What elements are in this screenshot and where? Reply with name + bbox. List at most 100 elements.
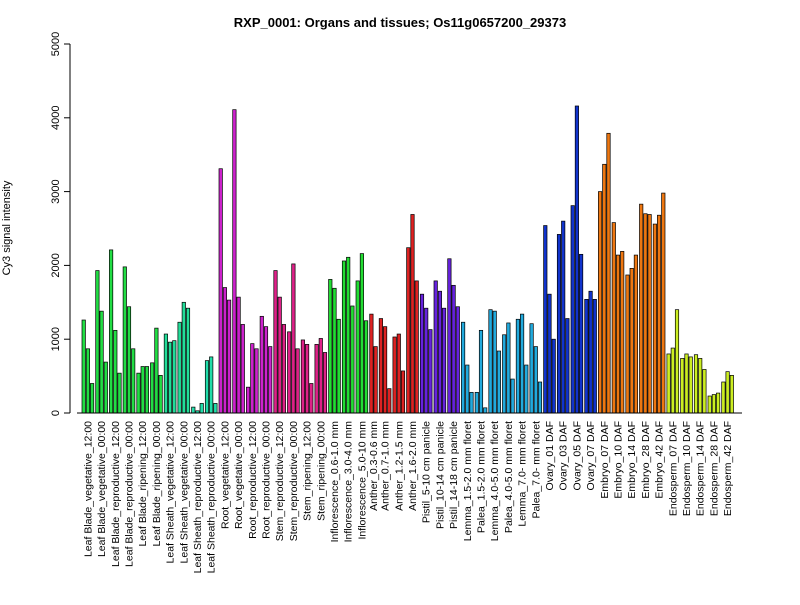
bar-21-0 bbox=[369, 313, 374, 414]
bar-20-1 bbox=[359, 253, 364, 414]
bar-3-1 bbox=[126, 306, 132, 414]
bar-33-2 bbox=[537, 381, 543, 414]
bar-14-0 bbox=[273, 270, 278, 414]
x-tick-label: Lemma_1.5-2.0 mm floret bbox=[462, 421, 474, 541]
bar-8-2 bbox=[199, 403, 204, 414]
bar-9-0 bbox=[204, 360, 210, 414]
bar-0-0 bbox=[81, 319, 86, 414]
bar-23-1 bbox=[396, 333, 401, 414]
bar-16-2 bbox=[309, 383, 314, 414]
x-tick-label: Ovary_07 DAF bbox=[585, 421, 597, 490]
bar-43-2 bbox=[674, 309, 680, 414]
y-tick-label: 4000 bbox=[50, 106, 62, 130]
bar-27-1 bbox=[451, 284, 456, 414]
chart-title: RXP_0001: Organs and tissues; Os11g06572… bbox=[234, 15, 566, 30]
bar-3-2 bbox=[131, 348, 136, 414]
bar-39-1 bbox=[615, 254, 621, 414]
x-tick-label: Embryo_07 DAF bbox=[599, 421, 611, 499]
bar-7-0 bbox=[177, 321, 182, 414]
bar-10-1 bbox=[222, 287, 227, 414]
x-tick-label: Stem_reproductive_00:00 bbox=[288, 421, 300, 541]
y-tick-label: 1000 bbox=[50, 327, 62, 351]
bar-22-1 bbox=[383, 326, 388, 414]
bar-30-1 bbox=[492, 310, 497, 414]
bar-19-0 bbox=[341, 260, 347, 414]
bar-35-0 bbox=[556, 234, 562, 414]
bar-32-1 bbox=[520, 313, 525, 414]
bar-20-2 bbox=[364, 320, 369, 414]
x-tick-label: Pistil_5-10 cm panicle bbox=[421, 421, 433, 523]
bar-36-0 bbox=[570, 205, 575, 414]
bar-24-2 bbox=[414, 280, 419, 414]
bar-40-1 bbox=[629, 268, 634, 414]
bar-22-0 bbox=[378, 318, 383, 414]
bar-47-1 bbox=[725, 371, 730, 414]
bar-18-0 bbox=[328, 279, 333, 414]
x-tick-label: Lemma_4.0-5.0 mm floret bbox=[489, 421, 501, 541]
bar-18-1 bbox=[332, 287, 337, 414]
bar-12-1 bbox=[250, 343, 255, 414]
x-tick-label: Lemma_7.0- mm floret bbox=[517, 421, 529, 527]
x-tick-label: Leaf Sheath_vegetative_12:00 bbox=[165, 421, 177, 564]
bar-6-2 bbox=[172, 340, 177, 414]
bar-21-1 bbox=[373, 346, 378, 414]
x-tick-label: Leaf Blade_vegetative_00:00 bbox=[96, 421, 108, 557]
bar-36-2 bbox=[579, 253, 584, 414]
x-tick-label: Endosperm_28 DAF bbox=[708, 421, 720, 516]
bar-10-0 bbox=[218, 168, 223, 414]
x-tick-label: Embryo_10 DAF bbox=[613, 421, 625, 499]
x-tick-label: Pistil_14-18 cm panicle bbox=[448, 421, 460, 529]
bar-7-2 bbox=[185, 307, 191, 414]
bar-10-2 bbox=[227, 299, 232, 414]
x-tick-label: Endosperm_10 DAF bbox=[681, 421, 693, 516]
bar-25-1 bbox=[424, 307, 429, 414]
bar-5-2 bbox=[158, 375, 163, 414]
y-tick-label: 0 bbox=[50, 410, 62, 416]
bar-25-2 bbox=[428, 329, 433, 414]
x-tick-label: Stem_ripening_12:00 bbox=[302, 421, 314, 521]
bar-2-2 bbox=[117, 372, 122, 414]
bar-39-0 bbox=[611, 222, 616, 414]
bar-44-0 bbox=[680, 358, 685, 414]
bar-28-1 bbox=[465, 364, 470, 414]
bar-31-2 bbox=[510, 378, 515, 414]
bar-37-0 bbox=[584, 299, 589, 414]
x-tick-label: Ovary_05 DAF bbox=[571, 421, 583, 490]
bar-29-0 bbox=[474, 391, 479, 414]
bars bbox=[81, 105, 734, 414]
y-axis-label: Cy3 signal intensity bbox=[1, 180, 13, 275]
bar-5-1 bbox=[154, 327, 159, 414]
bar-12-2 bbox=[254, 348, 259, 414]
x-tick-label: Endosperm_14 DAF bbox=[695, 421, 707, 516]
bar-0-2 bbox=[90, 383, 95, 414]
bar-7-1 bbox=[181, 301, 186, 414]
bar-42-2 bbox=[661, 192, 666, 414]
bar-11-0 bbox=[232, 109, 237, 414]
bar-14-1 bbox=[277, 296, 282, 414]
bar-1-1 bbox=[99, 310, 104, 414]
bar-12-0 bbox=[246, 386, 251, 414]
bar-46-0 bbox=[707, 395, 712, 414]
x-tick-label: Anther_0.7-1.0 mm bbox=[380, 421, 392, 511]
bar-26-1 bbox=[437, 290, 442, 414]
x-tick-label: Root_vegetative_12:00 bbox=[219, 421, 231, 529]
bar-32-0 bbox=[515, 318, 520, 414]
x-tick-label: Leaf Blade_reproductive_12:00 bbox=[110, 421, 122, 567]
bar-46-2 bbox=[716, 392, 721, 414]
x-tick-label: Root_vegetative_00:00 bbox=[233, 421, 245, 529]
bar-19-2 bbox=[350, 305, 355, 414]
x-tick-labels: Leaf Blade_vegetative_12:00 Leaf Blade_ve… bbox=[82, 421, 734, 574]
bar-17-0 bbox=[314, 344, 319, 414]
bar-9-1 bbox=[209, 356, 214, 414]
bar-41-2 bbox=[647, 214, 652, 414]
bar-44-2 bbox=[688, 356, 693, 414]
x-tick-label: Embryo_28 DAF bbox=[640, 421, 652, 499]
bar-32-2 bbox=[524, 364, 529, 414]
bar-35-1 bbox=[561, 220, 566, 414]
bar-26-2 bbox=[442, 307, 447, 414]
bar-28-2 bbox=[469, 391, 474, 414]
x-tick-label: Ovary_03 DAF bbox=[558, 421, 570, 490]
bar-6-1 bbox=[168, 341, 173, 414]
bar-13-1 bbox=[263, 326, 269, 414]
